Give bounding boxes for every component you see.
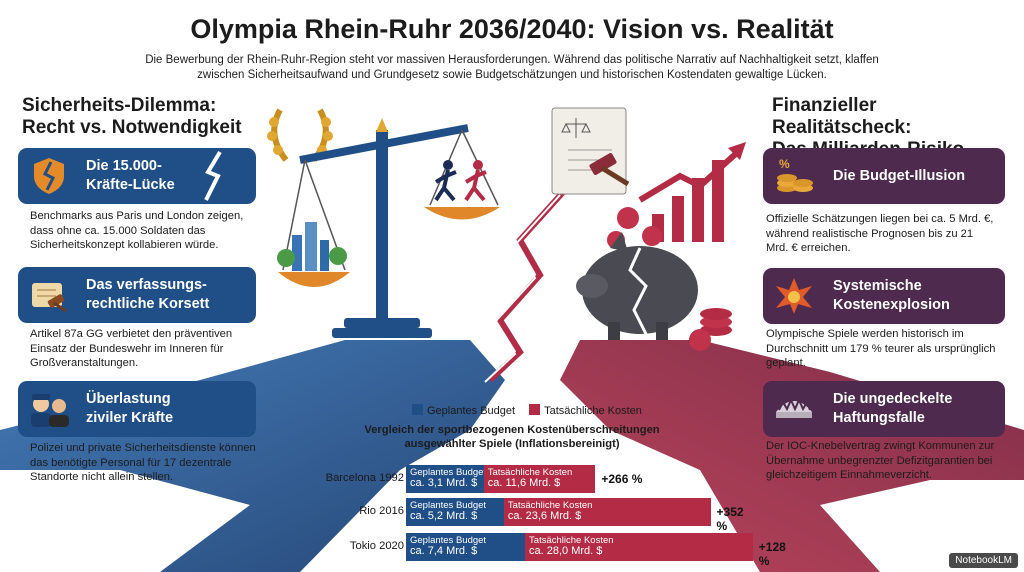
card-description: Der IOC-Knebelvertrag zwingt Kommunen zu…: [766, 440, 995, 481]
rising-costs-chart-icon: [638, 142, 746, 242]
bar-actual-value: ca. 23,6 Mrd. $: [507, 510, 582, 522]
security-section-heading: Sicherheits-Dilemma: Recht vs. Notwendig…: [22, 95, 242, 138]
broken-shield-icon: [18, 148, 80, 204]
broken-piggy-bank-icon: [576, 232, 698, 340]
page-subtitle: Die Bewerbung der Rhein-Ruhr-Region steh…: [145, 54, 879, 81]
legend-item-planned: Geplantes Budget: [412, 404, 515, 417]
chart-title: Vergleich der sportbezogenen Kostenübers…: [364, 424, 660, 450]
legal-document-icon: [551, 107, 630, 195]
bar-planned: Geplantes Budget ca. 3,1 Mrd. $: [406, 465, 484, 493]
card-label: Systemische Kostenexplosion: [833, 278, 950, 313]
bar-category-label: Barcelona 1992: [325, 472, 404, 484]
bar-row: Barcelona 1992 Geplantes Budget ca. 3,1 Mr…: [298, 465, 738, 493]
card-label: Die 15.000-Kräfte-Lücke: [86, 158, 175, 193]
card-description: Polizei und private Sicherheitsdienste k…: [30, 442, 256, 483]
chart-legend: Geplantes Budget Tatsächliche Kosten: [412, 404, 642, 417]
page-title: Olympia Rhein-Ruhr 2036/2040: Vision vs.…: [190, 14, 834, 44]
bar-actual: Tatsächliche Kosten ca. 11,6 Mrd. $: [483, 465, 596, 493]
card-description: Olympische Spiele werden historisch im D…: [766, 328, 996, 369]
overrun-percentage: +266 %: [601, 472, 643, 486]
card-label: Die ungedeckelte Haftungsfalle: [833, 391, 953, 426]
card-constitution: Das verfassungs-rechtliche Korsett: [18, 267, 256, 323]
bar-planned-value: ca. 5,2 Mrd. $: [410, 510, 478, 522]
card-label: Überlastung ziviler Kräfte: [86, 391, 174, 426]
card-description: Offizielle Schätzungen liegen bei ca. 5 …: [766, 213, 994, 254]
bar-planned: Geplantes Budget ca. 7,4 Mrd. $: [406, 533, 526, 561]
bar-actual-value: ca. 11,6 Mrd. $: [487, 477, 561, 489]
bar-category-label: Rio 2016: [359, 505, 404, 517]
coin-stack-percent-icon: %: [763, 148, 825, 204]
bar-actual-caption: Tatsächliche Kosten: [507, 500, 593, 511]
bar-actual-caption: Tatsächliche Kosten: [487, 467, 573, 478]
notebooklm-badge: NotebookLM: [949, 553, 1018, 568]
overrun-percentage: +128 %: [758, 540, 786, 568]
bar-planned-caption: Geplantes Budget: [410, 467, 484, 478]
card-budget-illusion: % Die Budget-Illusion: [763, 148, 1005, 204]
card-liability-trap: Die ungedeckelte Haftungsfalle: [763, 381, 1005, 437]
bar-actual: Tatsächliche Kosten ca. 28,0 Mrd. $: [525, 533, 753, 561]
lightning-crack-icon: [204, 150, 222, 201]
bar-planned-value: ca. 7,4 Mrd. $: [410, 545, 478, 557]
explosion-icon: [763, 268, 825, 324]
gavel-scroll-icon: [18, 267, 80, 323]
card-description: Artikel 87a GG verbietet den präventiven…: [30, 328, 233, 369]
blue-band: [0, 340, 505, 572]
bar-actual-value: ca. 28,0 Mrd. $: [529, 545, 603, 557]
bar-category-label: Tokio 2020: [349, 540, 404, 552]
card-cost-explosion: Systemische Kostenexplosion: [763, 268, 1005, 324]
bar-row: Tokio 2020 Geplantes Budget ca. 7,4 Mrd. $…: [298, 533, 786, 568]
card-civil-overload: Überlastung ziviler Kräfte: [18, 381, 256, 437]
bar-row: Rio 2016 Geplantes Budget ca. 5,2 Mrd. $ Ta…: [298, 498, 744, 533]
trap-icon: [763, 381, 825, 437]
svg-text:%: %: [779, 157, 790, 171]
bar-planned: Geplantes Budget ca. 5,2 Mrd. $: [406, 498, 504, 526]
card-label: Die Budget-Illusion: [833, 167, 966, 184]
legend-item-actual: Tatsächliche Kosten: [529, 404, 642, 417]
bar-planned-caption: Geplantes Budget: [410, 535, 487, 546]
balance-scale-icon: [277, 118, 500, 338]
bar-planned-value: ca. 3,1 Mrd. $: [410, 477, 478, 489]
card-description: Benchmarks aus Paris und London zeigen, …: [30, 210, 244, 251]
police-officers-icon: [18, 381, 80, 437]
bar-actual: Tatsächliche Kosten ca. 23,6 Mrd. $: [503, 498, 711, 526]
card-security-gap: Die 15.000-Kräfte-Lücke: [18, 148, 256, 204]
card-label: Das verfassungs-rechtliche Korsett: [86, 277, 210, 312]
overrun-percentage: +352 %: [716, 505, 744, 533]
bar-planned-caption: Geplantes Budget: [410, 500, 487, 511]
bar-actual-caption: Tatsächliche Kosten: [529, 535, 614, 546]
